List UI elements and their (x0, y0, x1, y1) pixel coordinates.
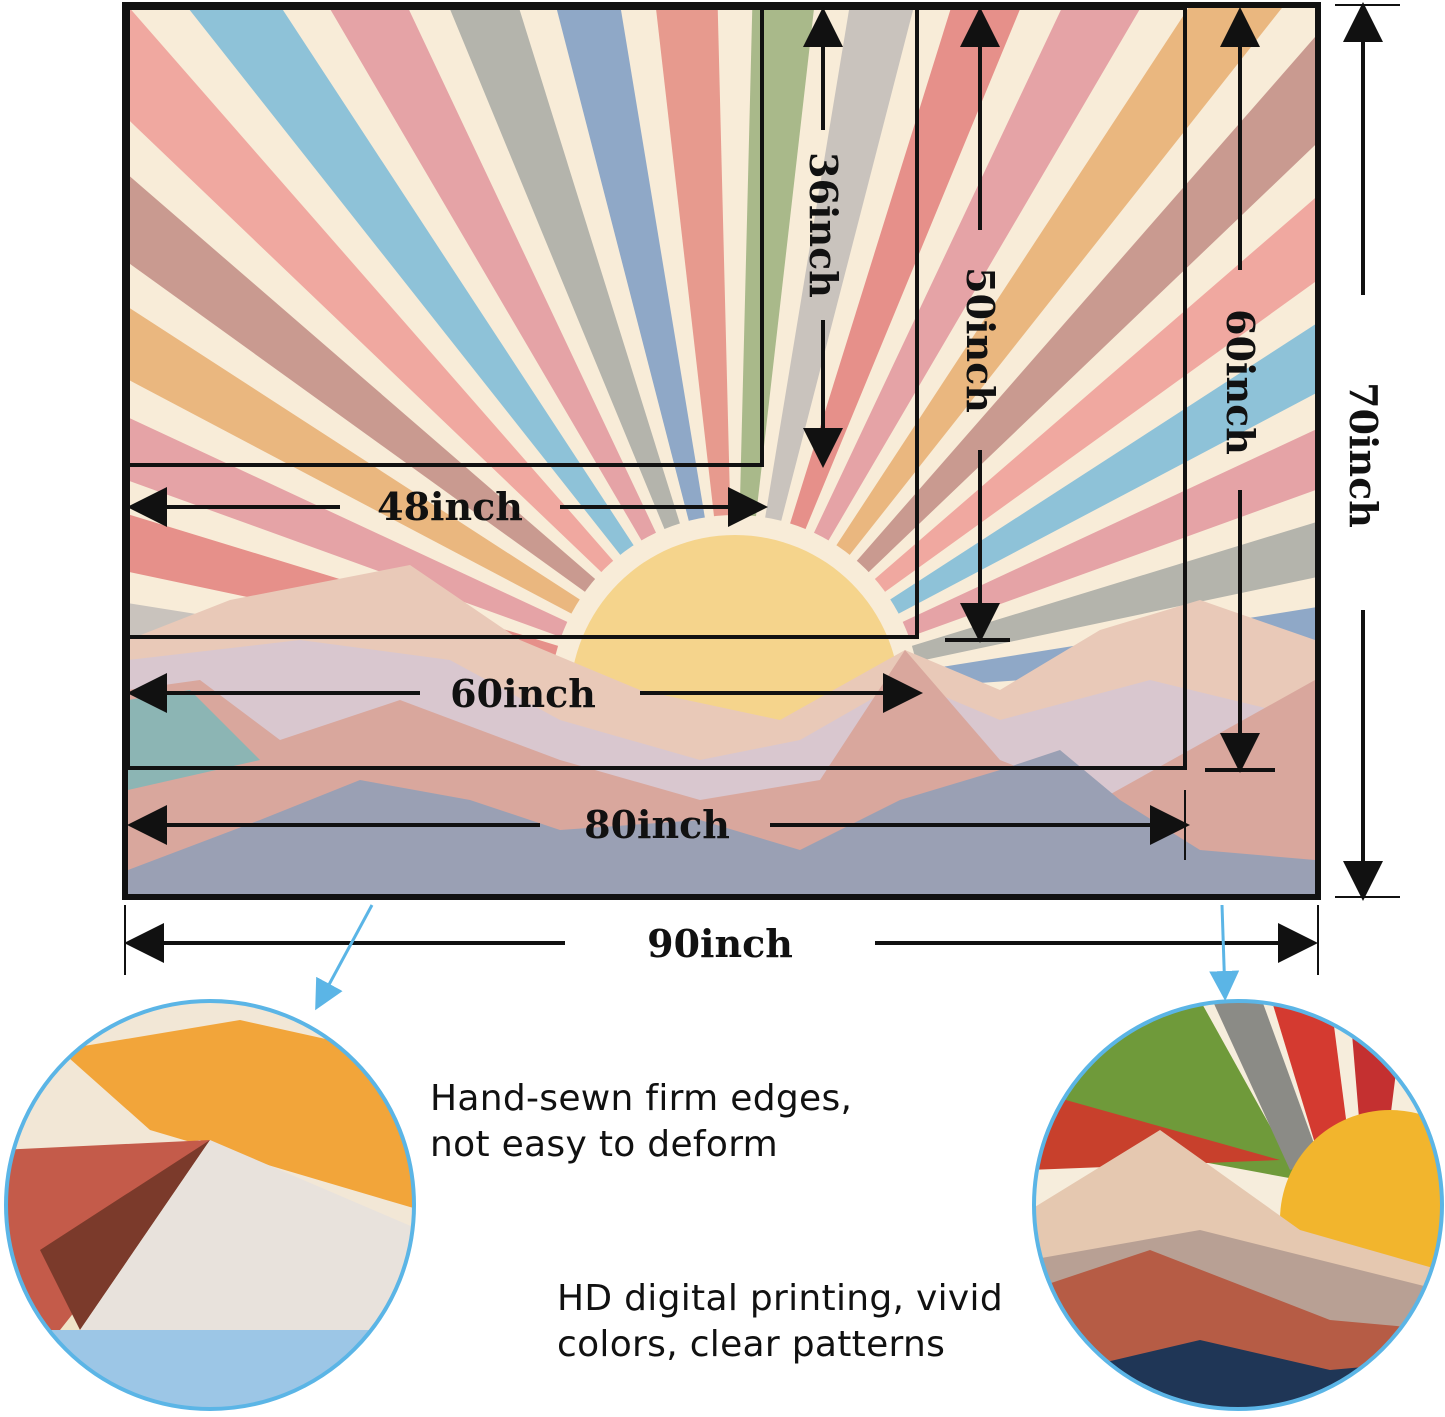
sun-ray (735, 8, 1141, 700)
mountain-front (128, 750, 1315, 894)
sun-ray (128, 307, 735, 700)
label-60inch-width: 60inch (450, 671, 596, 716)
feature-hd-printing: HD digital printing, vivid colors, clear… (557, 1278, 1003, 1365)
sun-ray (188, 8, 735, 700)
sun-ray (449, 8, 735, 700)
detail-pointers (315, 904, 1240, 1011)
label-60inch-height: 60inch (1218, 309, 1263, 455)
label-70inch: 70inch (1341, 382, 1386, 528)
sun-ray (735, 8, 1282, 700)
label-90inch: 90inch (647, 921, 793, 966)
sun-ray (735, 198, 1315, 700)
size-frames (122, 2, 1321, 900)
print-detail-closeup (1032, 999, 1444, 1411)
sun-ray (735, 8, 1021, 700)
dimension-labels: 48inch 60inch 80inch 90inch 36inch 50inc… (377, 152, 1386, 966)
sun-ray (735, 37, 1315, 700)
label-80inch: 80inch (584, 802, 730, 847)
feature-hand-sewn-edges: Hand-sewn firm edges, not easy to deform (430, 1078, 853, 1165)
edge-detail-closeup (4, 999, 416, 1411)
dimension-arrows (124, 2, 1400, 975)
sun-ray (735, 522, 1315, 700)
sun-ray (655, 8, 735, 700)
sun-ray (128, 174, 735, 700)
label-36inch: 36inch (801, 152, 846, 298)
sun-ray (128, 8, 735, 700)
label-50inch: 50inch (958, 267, 1003, 413)
label-48inch: 48inch (377, 484, 523, 529)
sun-ray (329, 8, 735, 700)
